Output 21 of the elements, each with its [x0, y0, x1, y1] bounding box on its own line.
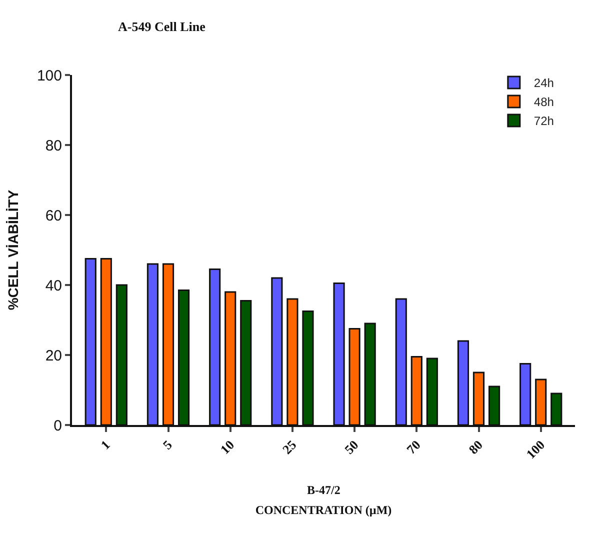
x-tick-label: 50	[341, 437, 362, 458]
x-tick-label: 10	[217, 437, 238, 458]
text: B-47/2	[307, 483, 340, 497]
y-tick-label: 100	[36, 67, 62, 84]
chart-title: A-549 Cell Line	[118, 19, 206, 34]
y-axis-title: %CELL VİABİLİTY	[5, 189, 22, 310]
x-tick-label: 25	[279, 436, 300, 458]
x-tick-label: 80	[466, 437, 486, 458]
y-tick-label: 20	[45, 347, 62, 364]
x-tick-label: 1	[98, 437, 113, 452]
x-tick-label: 100	[523, 437, 548, 462]
x-tick-label: 5	[160, 436, 176, 452]
y-tick-label: 80	[45, 137, 62, 154]
legend-label: 72h	[534, 114, 554, 128]
y-tick-label: 60	[45, 207, 62, 224]
legend-label: 48h	[534, 95, 554, 110]
x-tick-label: 70	[404, 437, 424, 458]
x-axis-title: CONCENTRATION (µM)	[255, 503, 392, 518]
y-tick-label: 40	[45, 277, 62, 294]
y-tick-label: 0	[54, 417, 62, 434]
legend-label: 24h	[534, 76, 554, 90]
